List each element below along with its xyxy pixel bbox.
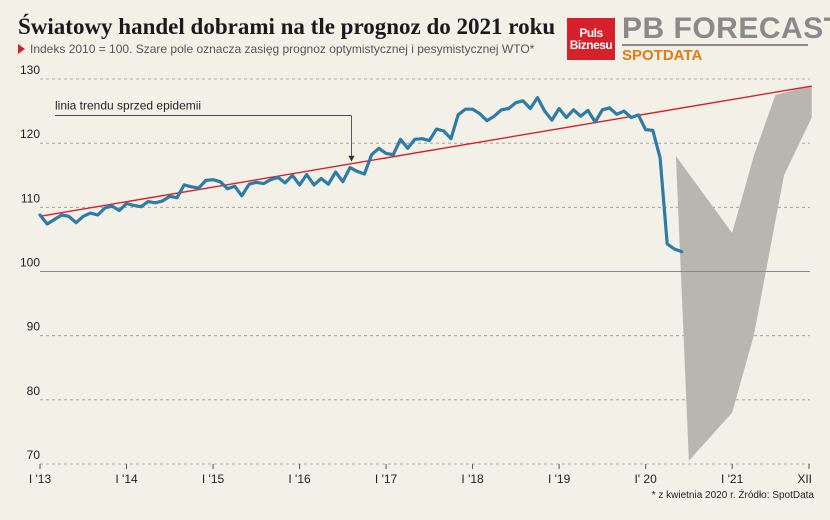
x-tick-label: I '13: [29, 472, 52, 486]
chart-title: Światowy handel dobrami na tle prognoz d…: [18, 14, 556, 39]
x-tick-label: I '21: [721, 472, 744, 486]
trend-annotation-label: linia trendu sprzed epidemii: [55, 99, 201, 113]
brand-sub: SPOTDATA: [622, 47, 703, 64]
x-tick-label: I '18: [461, 472, 484, 486]
x-tick-label: I' 20: [634, 472, 657, 486]
y-tick-label: 80: [27, 384, 41, 398]
y-tick-label: 100: [20, 256, 40, 270]
y-tick-label: 120: [20, 127, 40, 141]
series-line: [38, 96, 684, 254]
trend-line: [39, 85, 812, 218]
x-tick-label: I '14: [115, 472, 138, 486]
y-tick-label: 90: [27, 320, 41, 334]
y-tick-label: 110: [21, 191, 40, 205]
x-axis-ticks: I '13 I '14 I '15 I '16 I '17 I '18 I '19 I' 20…: [29, 464, 812, 486]
y-axis-ticks: 70 80 90 100 110 120 130: [20, 63, 40, 462]
forecast-band: [675, 85, 812, 461]
chart-subtitle: Indeks 2010 = 100. Szare pole oznacza za…: [18, 42, 534, 56]
x-tick-label: I '16: [288, 472, 311, 486]
x-tick-label: I '15: [202, 472, 225, 486]
x-tick-label: XII: [797, 472, 812, 486]
grid-lines: [40, 78, 810, 465]
x-tick-label: I '17: [375, 472, 398, 486]
y-tick-label: 70: [27, 448, 41, 462]
logo-line-2: Biznesu: [569, 38, 613, 52]
brand-name: PB FORECAST: [622, 12, 830, 45]
brand-divider: [622, 44, 808, 46]
trade-index-line: [38, 96, 684, 254]
footnote: * z kwietnia 2020 r. Źródło: SpotData: [651, 490, 814, 501]
annotation-arrow-icon: [348, 155, 355, 162]
puls-biznesu-logo: Puls Biznesu: [567, 18, 615, 60]
subtitle-text: Indeks 2010 = 100. Szare pole oznacza za…: [30, 42, 535, 56]
red-triangle-icon: [18, 44, 25, 54]
trend-annotation: linia trendu sprzed epidemii: [55, 99, 355, 162]
logo-line-1: Puls: [579, 26, 603, 40]
forecast-band-area: [675, 85, 812, 461]
x-tick-label: I '19: [548, 472, 571, 486]
y-tick-label: 130: [20, 63, 40, 77]
trend-line-path: [39, 85, 812, 218]
